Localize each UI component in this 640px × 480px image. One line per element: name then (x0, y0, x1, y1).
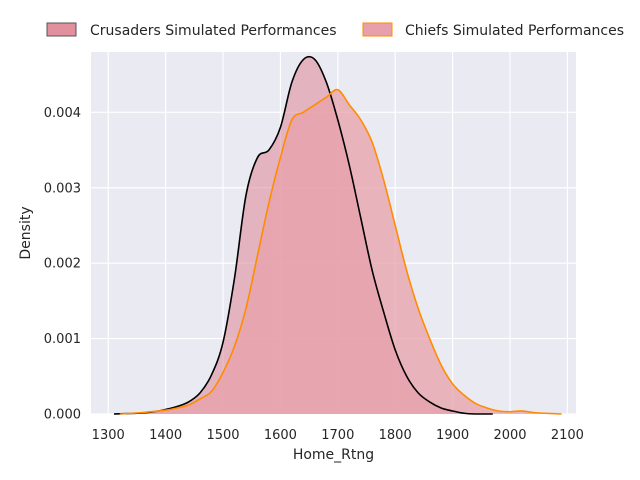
legend-label-crusaders: Crusaders Simulated Performances (90, 23, 336, 39)
x-tick-label: 2000 (493, 428, 526, 443)
x-tick-labels: 1300 1400 1500 1600 1700 1800 1900 2000 2100 (92, 428, 584, 443)
x-tick-label: 1900 (436, 428, 469, 443)
legend-swatch-chiefs (362, 22, 393, 37)
x-tick-label: 1300 (92, 428, 125, 443)
legend: Crusaders Simulated Performances Chiefs … (46, 22, 624, 39)
y-tick-label: 0.001 (44, 332, 81, 347)
y-axis-label: Density (18, 206, 34, 259)
density-line-chiefs (119, 88, 562, 415)
x-tick-label: 1600 (264, 428, 297, 443)
y-tick-label: 0.002 (44, 257, 81, 272)
density-line-crusaders (113, 55, 493, 415)
density-areas (113, 56, 562, 415)
y-tick-labels: 0.000 0.001 0.002 0.003 0.004 (44, 106, 81, 423)
legend-swatch-crusaders (46, 22, 77, 37)
y-tick-label: 0.003 (44, 181, 81, 196)
y-tick-label: 0.000 (44, 408, 81, 423)
x-tick-label: 1700 (321, 428, 354, 443)
x-tick-label: 1800 (379, 428, 412, 443)
x-tick-label: 2100 (551, 428, 584, 443)
x-axis-label: Home_Rtng (293, 447, 374, 463)
legend-label-chiefs: Chiefs Simulated Performances (405, 23, 624, 39)
y-tick-label: 0.004 (44, 106, 81, 121)
x-tick-label: 1500 (206, 428, 239, 443)
density-area-chiefs (119, 89, 562, 415)
x-tick-label: 1400 (149, 428, 182, 443)
density-lines (113, 55, 562, 415)
